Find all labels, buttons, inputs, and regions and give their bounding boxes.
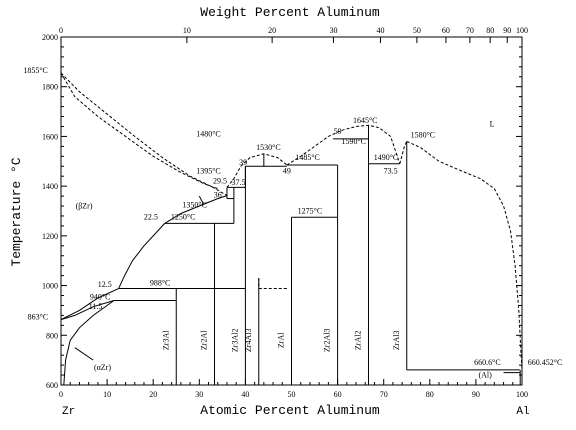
compound-label: ZrAl3 <box>392 331 401 351</box>
y-tick-label: 1000 <box>42 282 58 291</box>
x-tick-label: 40 <box>241 390 249 399</box>
annotation-label: 988°C <box>150 279 171 288</box>
x-tick-label: 0 <box>59 390 63 399</box>
x-tick-label: 70 <box>380 390 388 399</box>
phase-label: (αZr) <box>94 363 111 372</box>
annotation-label: 12.5 <box>98 280 112 289</box>
y-tick-label: 1200 <box>42 232 58 241</box>
top-tick-label: 30 <box>329 26 337 35</box>
annotation-label: 1590°C <box>341 137 366 146</box>
compound-label: Zr3Al <box>161 330 170 350</box>
x-tick-label: 50 <box>288 390 296 399</box>
annotation-label: 29.5 <box>213 177 227 186</box>
phase-label: (βZr) <box>76 202 93 211</box>
top-axis-title: Weight Percent Aluminum <box>200 5 380 20</box>
solidus-left <box>60 72 218 190</box>
liquidus-zral2 <box>286 124 401 166</box>
y-tick-label: 1600 <box>42 132 58 141</box>
annotation-label: 1855°C <box>23 66 48 75</box>
y-tick-label: 800 <box>46 331 58 340</box>
bottom-axis-title: Atomic Percent Aluminum <box>200 403 380 418</box>
x-tick-label: 90 <box>472 390 480 399</box>
x-tick-label: 10 <box>103 390 111 399</box>
annotation-label: 73.5 <box>384 167 398 176</box>
phase-label: L <box>490 119 495 128</box>
top-tick-label: 50 <box>413 26 421 35</box>
compound-label: Zr2Al3 <box>323 329 332 353</box>
annotation-label: 1580°C <box>411 131 436 140</box>
x-tick-label: 30 <box>195 390 203 399</box>
right-element-label: Al <box>516 406 529 418</box>
top-tick-label: 40 <box>376 26 384 35</box>
annotation-label: 863°C <box>28 313 49 322</box>
top-tick-label: 60 <box>442 26 450 35</box>
left-element-label: Zr <box>62 406 75 418</box>
annotation-label: 1275°C <box>298 206 323 215</box>
annotation-label: 39 <box>239 158 247 167</box>
annotation-label: 49 <box>283 167 291 176</box>
top-tick-label: 80 <box>486 26 494 35</box>
x-tick-label: 20 <box>149 390 157 399</box>
x-tick-label: 60 <box>334 390 342 399</box>
compound-label: ZrAl <box>277 332 286 348</box>
annotation-label: 1480°C <box>196 129 221 138</box>
x-tick-label: 80 <box>426 390 434 399</box>
arrow-alpha-zr <box>74 347 94 361</box>
y-tick-label: 1400 <box>42 182 58 191</box>
top-tick-label: 10 <box>183 26 191 35</box>
solvus-beta-upper <box>164 195 228 224</box>
annotation-label: 1490°C <box>374 153 399 162</box>
annotation-label: 1530°C <box>256 143 281 152</box>
annotation-label: 660.452°C <box>528 358 563 367</box>
top-tick-label: 20 <box>268 26 276 35</box>
compound-label: Zr2Al <box>200 330 209 350</box>
top-tick-label: 0 <box>59 26 63 35</box>
annotation-label: 1645°C <box>353 116 378 125</box>
x-tick-label: 100 <box>516 390 528 399</box>
liquidus-zral3-left <box>399 141 408 164</box>
annotation-label: 22.5 <box>144 213 158 222</box>
top-tick-label: 70 <box>466 26 474 35</box>
compound-label: Zr3Al2 <box>230 329 239 353</box>
y-axis-title: Temperature °C <box>9 157 24 266</box>
phase-label: (Al) <box>478 371 492 380</box>
annotation-label: 1395°C <box>196 167 221 176</box>
annotation-label: 59 <box>334 127 342 136</box>
annotation-label: 36 <box>214 190 222 199</box>
top-tick-label: 100 <box>516 26 528 35</box>
annotation-label: 11.5 <box>89 302 103 311</box>
annotation-label: 660.6°C <box>474 358 501 367</box>
liquidus-mid <box>226 153 288 188</box>
annotation-label: 1485°C <box>295 153 320 162</box>
y-tick-label: 1800 <box>42 83 58 92</box>
top-tick-label: 90 <box>503 26 511 35</box>
y-tick-label: 2000 <box>42 33 58 42</box>
liquidus-left <box>60 72 228 197</box>
alpha-solvus <box>63 300 115 386</box>
annotation-label: 1350°C <box>182 200 207 209</box>
annotation-label: 37.5 <box>231 178 245 187</box>
annotation-label: 1250°C <box>171 213 196 222</box>
compound-label: ZrAl2 <box>354 331 363 351</box>
y-tick-label: 600 <box>46 381 58 390</box>
alpha-beta-upper <box>60 288 119 321</box>
arrow-1350 <box>198 195 205 206</box>
liquidus-right <box>406 140 523 371</box>
compound-label: Zr4Al3 <box>244 329 253 353</box>
solvus-beta <box>118 223 166 289</box>
alpha-beta-lower <box>60 300 115 321</box>
annotation-label: 940°C <box>90 292 111 301</box>
